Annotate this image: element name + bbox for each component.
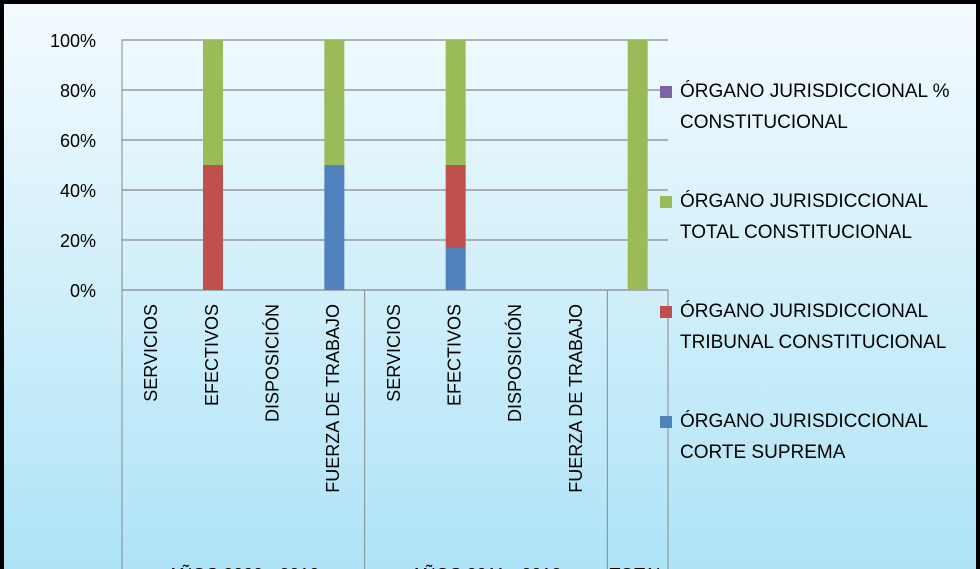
group-label: AÑOS 2009 - 2010 <box>167 564 319 569</box>
y-tick-label: 20% <box>60 231 96 251</box>
x-tick-label: FUERZA DE TRABAJO <box>566 304 586 493</box>
bar-segment <box>445 40 466 165</box>
x-tick-label: SERVICIOS <box>141 304 161 402</box>
bar-segment <box>203 165 223 290</box>
group-label: TOTAL <box>609 565 665 569</box>
x-tick-label: FUERZA DE TRABAJO <box>323 304 343 493</box>
x-tick-label: EFECTIVOS <box>202 304 222 406</box>
legend-swatch <box>660 306 672 318</box>
bar-segment <box>445 247 466 290</box>
y-tick-label: 60% <box>60 131 96 151</box>
bar-segment <box>627 40 648 290</box>
x-tick-label: DISPOSICIÓN <box>261 304 282 422</box>
legend-swatch <box>660 86 672 98</box>
x-tick-label: SERVICIOS <box>384 304 404 402</box>
legend: ÓRGANO JURISDICCIONAL % CONSTITUCIONAL ÓR… <box>660 76 960 516</box>
chart: 0% 20% 40% 60% 80% 100% AÑOS 2009 - 2010 AÑOS 2… <box>50 31 669 569</box>
bar-segment <box>445 165 466 248</box>
legend-label: ÓRGANO JURISDICCIONAL % CONSTITUCIONAL <box>680 81 950 133</box>
legend-swatch <box>660 196 672 208</box>
bar-segment <box>324 165 345 290</box>
group-label: AÑOS 2011 - 2012 <box>411 564 562 569</box>
legend-item: ÓRGANO JURISDICCIONAL % CONSTITUCIONAL <box>660 76 960 138</box>
bar-segment <box>324 40 345 165</box>
legend-label: ÓRGANO JURISDICCIONAL TRIBUNAL CONSTITUC… <box>680 301 947 353</box>
y-tick-label: 40% <box>60 181 96 201</box>
bar-segment <box>203 40 223 165</box>
legend-item: ÓRGANO JURISDICCIONAL TRIBUNAL CONSTITUC… <box>660 296 960 358</box>
legend-swatch <box>660 416 672 428</box>
y-tick-label: 0% <box>70 281 96 301</box>
x-tick-label: EFECTIVOS <box>444 304 464 406</box>
legend-item: ÓRGANO JURISDICCIONAL CORTE SUPREMA <box>660 406 960 468</box>
legend-item: ÓRGANO JURISDICCIONAL TOTAL CONSTITUCION… <box>660 186 960 248</box>
legend-label: ÓRGANO JURISDICCIONAL TOTAL CONSTITUCION… <box>680 191 928 243</box>
y-tick-label: 80% <box>60 81 96 101</box>
y-tick-label: 100% <box>50 31 96 51</box>
legend-label: ÓRGANO JURISDICCIONAL CORTE SUPREMA <box>680 411 928 463</box>
x-tick-label: DISPOSICIÓN <box>504 304 525 422</box>
